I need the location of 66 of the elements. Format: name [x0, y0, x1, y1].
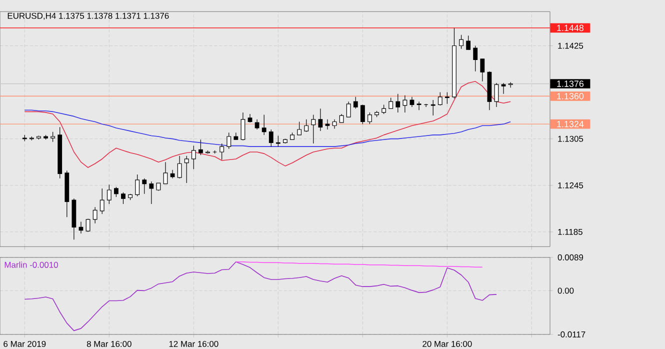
candlestick	[276, 135, 280, 147]
candlestick	[402, 95, 408, 113]
candlestick	[86, 218, 90, 232]
candlestick	[170, 170, 175, 179]
candlestick	[382, 104, 386, 114]
candlestick	[142, 178, 147, 194]
candlestick	[480, 58, 485, 82]
candlestick	[444, 92, 450, 104]
y-tick-label: 0.0089	[558, 254, 584, 260]
candlestick	[459, 34, 464, 50]
y-tick-label: 1.1305	[558, 136, 584, 142]
candlestick	[501, 82, 506, 94]
candlestick	[226, 132, 232, 150]
candlestick	[346, 101, 351, 118]
candlestick	[332, 119, 337, 130]
y-tick-label: 1.1245	[558, 182, 584, 188]
candlestick	[473, 45, 478, 72]
candlestick	[466, 35, 471, 50]
candlestick	[368, 112, 372, 124]
candlestick	[318, 108, 323, 132]
y-tick-label: -0.0117	[558, 331, 586, 338]
candlestick	[198, 139, 203, 156]
candlestick	[262, 114, 266, 136]
candlestick	[430, 100, 436, 116]
candlestick	[135, 174, 140, 197]
candlestick	[388, 97, 394, 109]
text: Marlin -0.0010	[4, 262, 58, 268]
candlestick	[92, 206, 98, 224]
candlestick	[163, 162, 168, 184]
candlestick	[508, 82, 513, 88]
candlestick	[106, 184, 112, 204]
x-tick-label: 12 Mar 16:00	[169, 340, 218, 347]
ref-line-label: 1.1360	[557, 92, 584, 100]
y-tick-label: 1.1185	[558, 228, 582, 235]
candlestick	[304, 119, 309, 132]
candlestick	[353, 96, 358, 109]
candlestick	[191, 145, 196, 170]
candlestick	[177, 156, 182, 179]
candlestick	[311, 114, 316, 144]
y-tick-label: 0.00	[558, 288, 574, 294]
ref-line-label: 1.1376	[557, 80, 584, 87]
candlestick	[220, 143, 224, 160]
x-tick-label: 8 Mar 16:00	[86, 340, 132, 347]
candlestick	[268, 129, 274, 147]
y-tick-label: 1.1425	[558, 42, 584, 49]
candlestick	[494, 82, 499, 108]
candlestick	[360, 104, 365, 124]
candlestick	[149, 181, 154, 204]
x-tick-label: 6 Mar 2019	[4, 340, 46, 347]
ref-line-label: 1.1448	[557, 24, 584, 32]
candlestick	[114, 186, 118, 198]
ref-line-label: 1.1324	[557, 120, 584, 128]
candlestick	[410, 96, 414, 108]
x-tick-label: 20 Mar 16:00	[422, 340, 472, 347]
candlestick	[184, 156, 189, 184]
chart-title: EURUSD,H4 1.1375 1.1378 1.1371 1.1376	[8, 12, 169, 20]
candlestick	[325, 119, 330, 130]
candlestick	[438, 92, 442, 106]
candlestick	[396, 94, 400, 113]
candlestick	[240, 112, 246, 141]
candlestick	[297, 121, 302, 136]
candlestick	[416, 101, 422, 110]
candlestick	[254, 119, 260, 130]
candlestick	[100, 188, 104, 214]
candlestick	[121, 192, 126, 204]
candlestick	[50, 132, 56, 142]
